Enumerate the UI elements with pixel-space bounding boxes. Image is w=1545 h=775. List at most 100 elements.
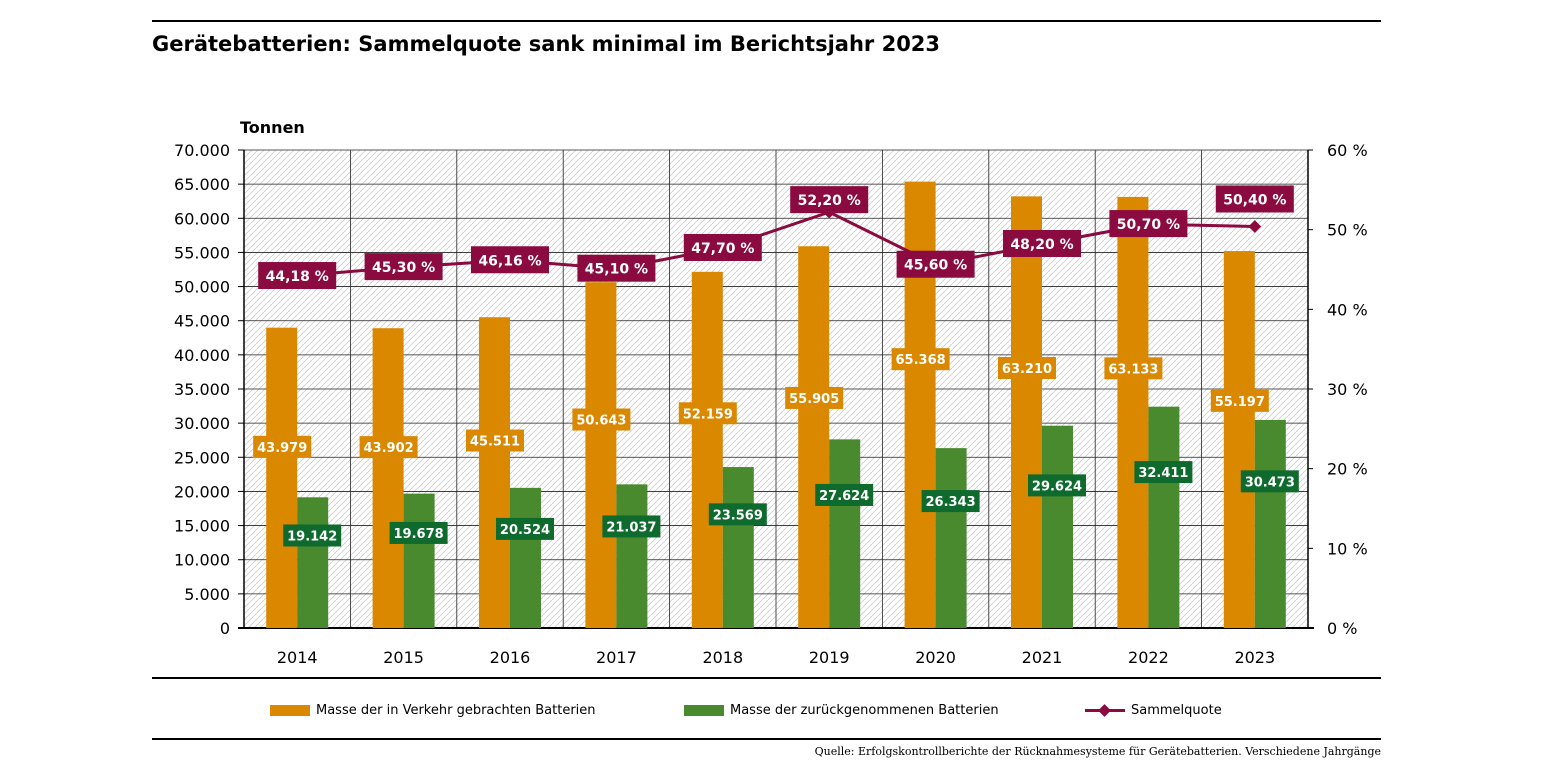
y-axis-title: Tonnen [240,118,305,137]
data-label-text: 55.197 [1215,395,1265,410]
data-label-text: 20.524 [500,523,550,538]
top-rule [152,20,1381,22]
bar-zurueck [510,487,541,628]
x-tick-label: 2014 [277,648,318,667]
data-label-bg [496,517,554,540]
data-label-text: 32.411 [1138,466,1188,481]
legend-swatch-orange [270,705,310,716]
y2-tick-label: 40 % [1327,300,1368,319]
bar-zurueck [935,448,967,628]
data-label-inverkehr: 63.210 [998,357,1056,380]
mid-rule [152,677,1381,679]
data-label-inverkehr: 65.368 [891,348,950,371]
y-tick-label: 10.000 [174,551,230,570]
bar-inverkehr [691,271,723,628]
y-tick-label: 30.000 [174,414,230,433]
y-tick-label: 70.000 [174,141,230,160]
bottom-rule [152,738,1381,740]
data-label-zurueck: 19.142 [283,524,342,547]
data-label-text: 45,30 % [372,260,435,276]
x-tick-label: 2017 [596,648,637,667]
legend-item-quote: Sammelquote [1085,703,1222,718]
data-label-text: 48,20 % [1010,237,1073,253]
data-label-bg [708,503,767,526]
y-tick-label: 50.000 [174,278,230,297]
legend-item-zurueck: Masse der zurückgenommenen Batterien [684,703,999,718]
y-tick-label: 20.000 [174,482,230,501]
data-label-text: 50,40 % [1223,192,1286,208]
data-label-text: 52,20 % [798,193,861,209]
legend-line-quote [1085,704,1125,717]
data-label-bg [683,233,762,261]
data-label-quote: 46,16 % [471,246,549,274]
x-tick-label: 2019 [809,648,850,667]
x-tick-label: 2015 [383,648,424,667]
data-label-text: 21.037 [606,520,656,535]
bar-zurueck [616,484,648,628]
bar-inverkehr [266,327,298,628]
y2-tick-label: 60 % [1327,141,1368,160]
x-tick-label: 2021 [1022,648,1063,667]
data-label-text: 46,16 % [478,253,541,269]
data-label-text: 47,70 % [691,241,754,257]
data-label-text: 44,18 % [266,269,329,285]
data-label-inverkehr: 43.902 [359,436,418,459]
bar-zurueck [1042,425,1073,628]
data-label-bg [815,483,874,506]
data-label-text: 19.678 [394,527,444,542]
data-label-inverkehr: 43.979 [253,435,312,458]
data-label-text: 45.511 [470,435,520,450]
data-label-bg [359,436,418,459]
data-label-text: 45,10 % [585,262,648,278]
data-label-zurueck: 27.624 [815,483,874,506]
data-label-bg [577,254,656,282]
data-label-zurueck: 21.037 [602,515,661,538]
bar-zurueck [403,493,435,628]
data-label-zurueck: 30.473 [1240,470,1299,493]
data-label-inverkehr: 63.133 [1104,357,1163,380]
data-label-bg [1003,230,1081,258]
data-label-bg [602,515,661,538]
data-label-text: 27.624 [819,489,869,504]
bar-inverkehr [1011,196,1042,628]
source-note: Quelle: Erfolgskontrollberichte der Rück… [814,745,1381,758]
bar-inverkehr [1223,251,1255,628]
y-tick-label: 25.000 [174,448,230,467]
data-label-zurueck: 20.524 [496,517,554,540]
data-label-bg [998,357,1056,380]
x-tick-label: 2020 [915,648,956,667]
legend-item-inverkehr: Masse der in Verkehr gebrachten Batterie… [270,703,596,718]
chart-title: Gerätebatterien: Sammelquote sank minima… [152,32,941,56]
data-label-bg [790,186,869,214]
data-label-text: 30.473 [1245,475,1295,490]
legend-swatch-green [684,705,724,716]
data-label-bg [253,435,312,458]
data-label-bg [389,521,448,544]
data-label-zurueck: 26.343 [921,490,980,513]
data-label-bg [1109,210,1188,238]
y-tick-label: 60.000 [174,209,230,228]
y-tick-label: 65.000 [174,175,230,194]
data-label-zurueck: 29.624 [1028,474,1086,497]
data-label-bg [258,262,337,290]
data-label-text: 19.142 [287,530,337,545]
data-label-bg [1134,461,1193,484]
data-label-bg [1104,357,1163,380]
bar-inverkehr [1117,196,1149,629]
y-tick-label: 35.000 [174,380,230,399]
data-label-quote: 45,60 % [896,250,975,278]
data-label-text: 43.902 [364,441,414,456]
bar-inverkehr [904,181,936,628]
bar-inverkehr [798,246,830,628]
y-tick-label: 45.000 [174,312,230,331]
bar-zurueck [1148,406,1180,628]
y-tick-label: 40.000 [174,346,230,365]
y2-tick-label: 10 % [1327,539,1368,558]
data-label-quote: 45,10 % [577,254,656,282]
data-label-bg [1028,474,1086,497]
x-tick-label: 2023 [1234,648,1275,667]
data-label-text: 52.159 [683,407,733,422]
data-label-inverkehr: 45.511 [466,429,524,452]
quota-line [297,210,1255,278]
data-label-bg [678,402,737,425]
